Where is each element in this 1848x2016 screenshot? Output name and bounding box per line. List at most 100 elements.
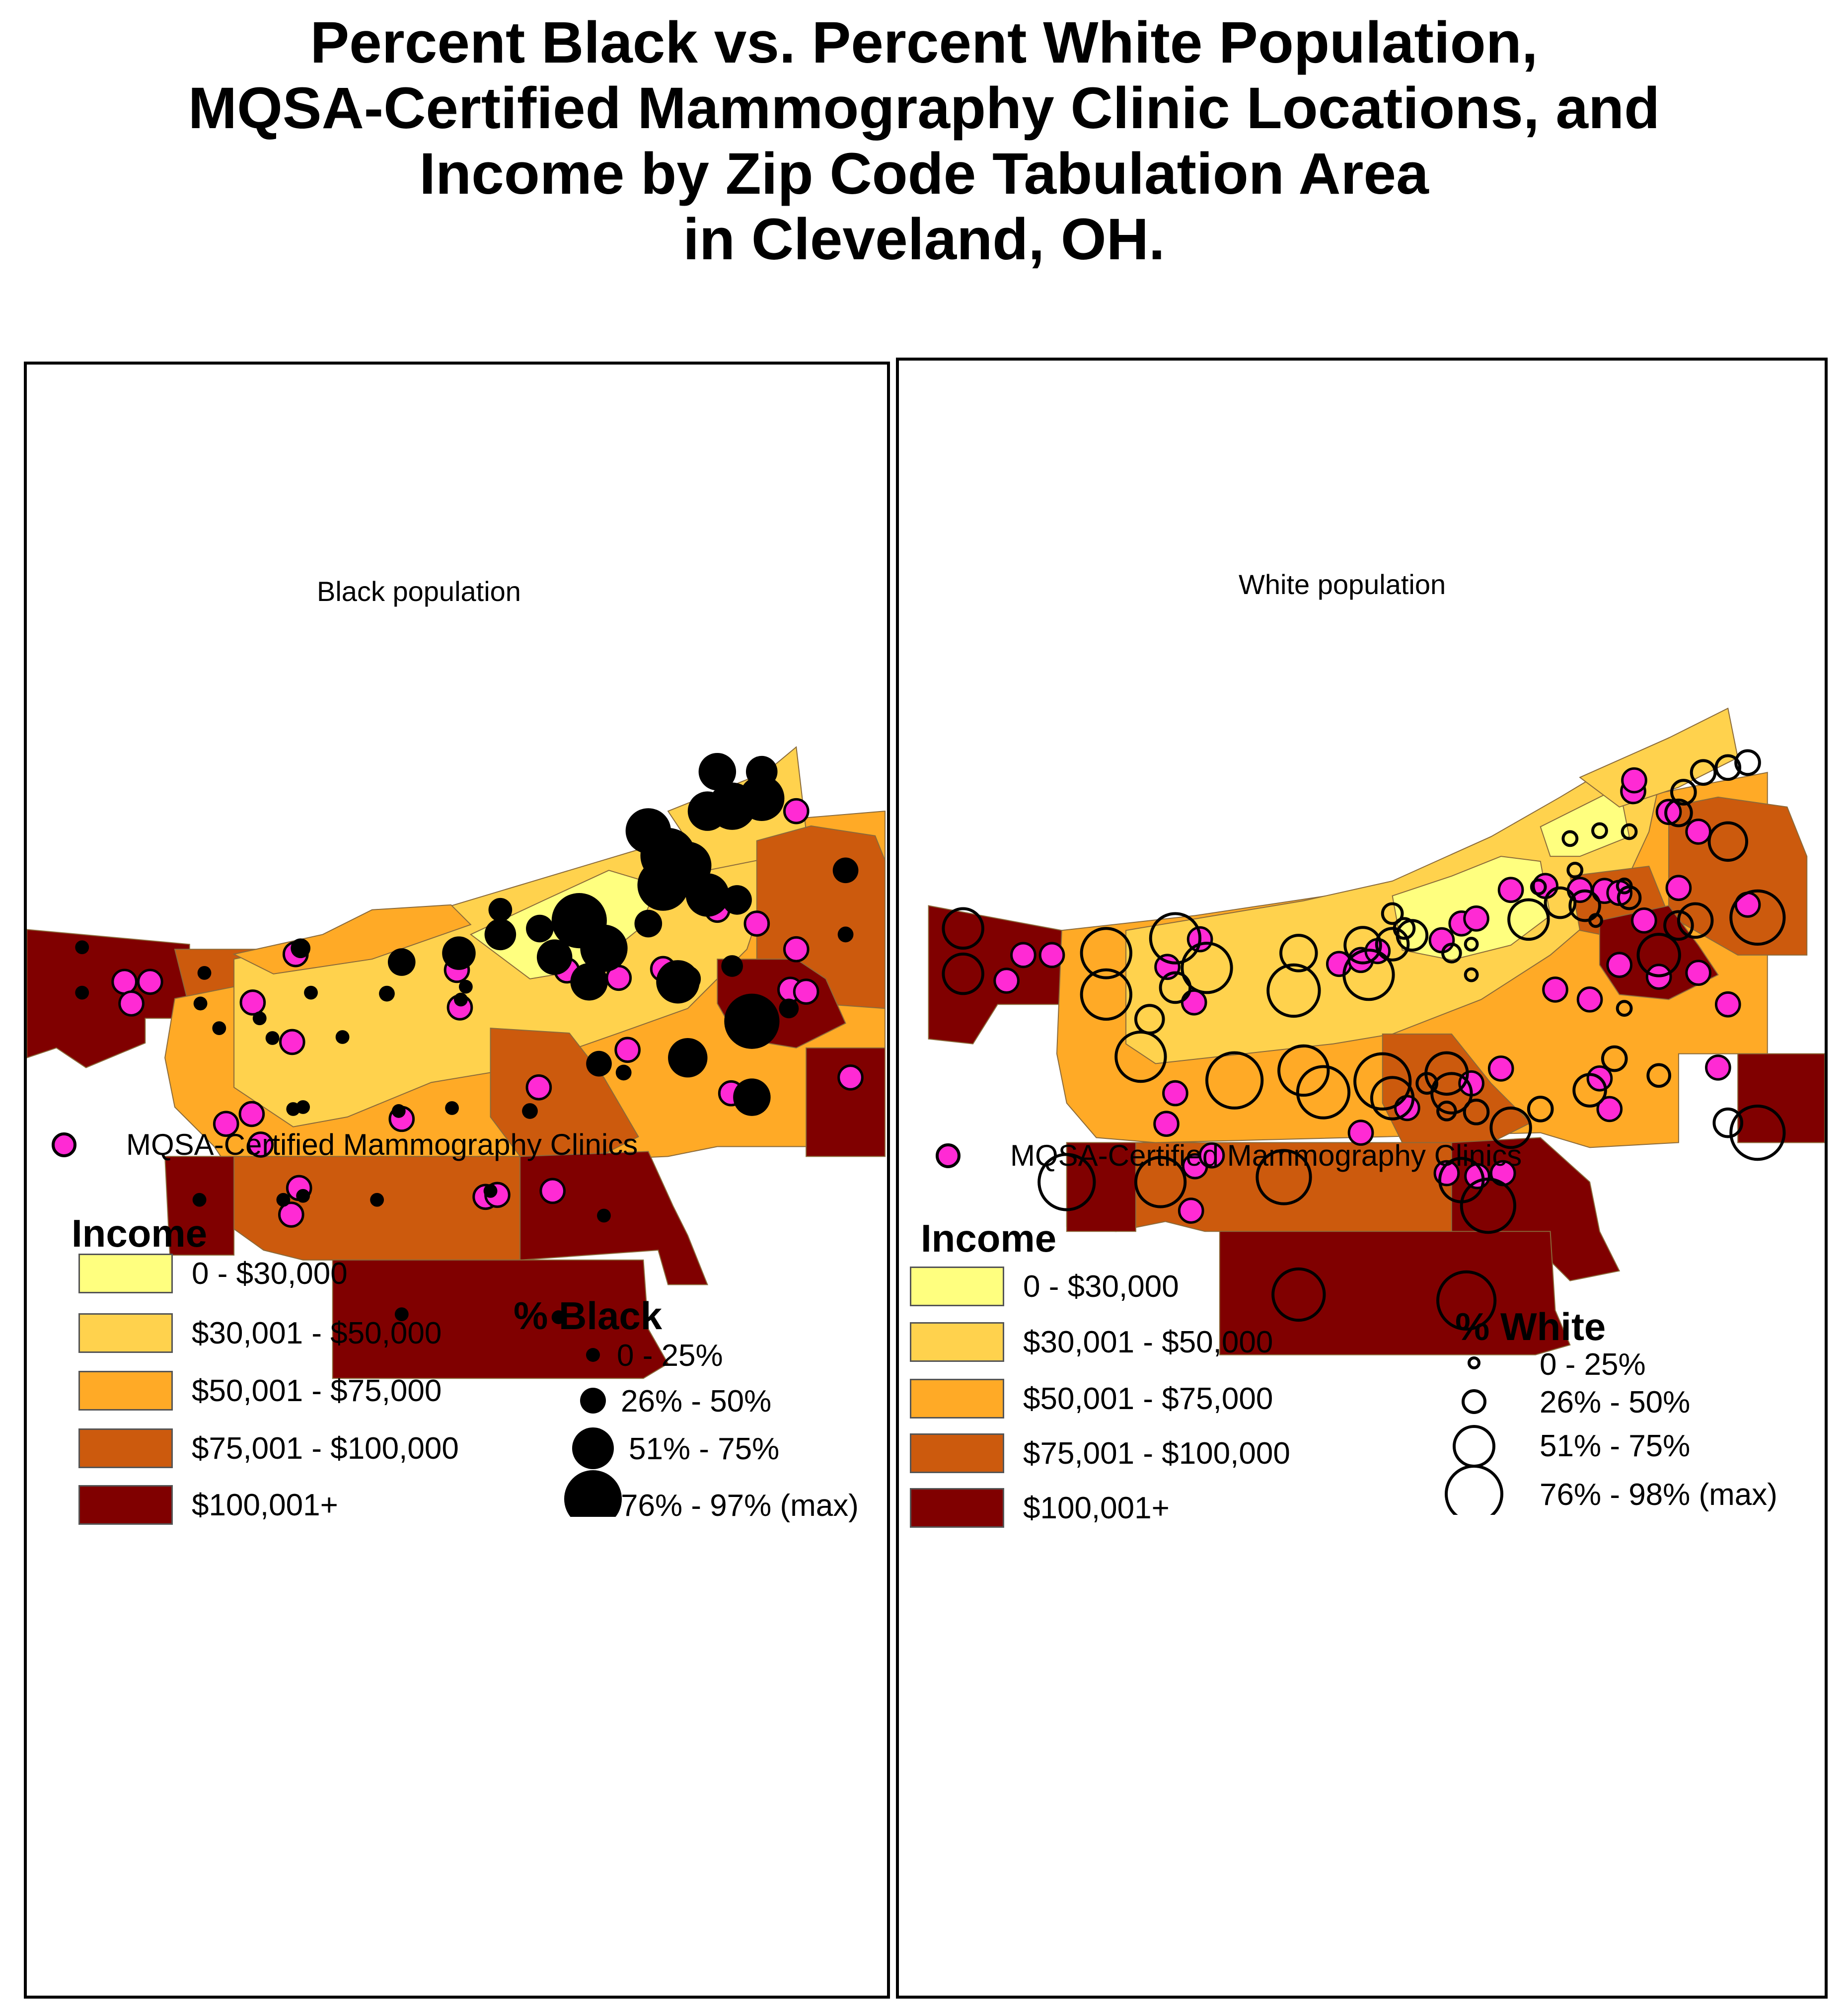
black-population-symbol bbox=[634, 909, 663, 938]
white-population-symbol bbox=[1707, 821, 1748, 862]
map-label: Black population bbox=[317, 576, 521, 607]
black-population-symbol bbox=[685, 873, 730, 917]
clinic-legend-label: MQSA-Certified Mammography Clinics bbox=[1010, 1139, 1522, 1172]
white-population-symbol bbox=[1616, 877, 1633, 895]
zcta-west-100k bbox=[27, 929, 190, 1068]
zcta-sw-100k bbox=[1066, 1142, 1136, 1232]
size-legend-label: 0 - 25% bbox=[1540, 1347, 1646, 1382]
clinic-marker bbox=[1181, 989, 1207, 1016]
black-population-symbol bbox=[745, 755, 778, 788]
black-population-symbol bbox=[304, 985, 318, 1000]
black-population-symbol bbox=[252, 1011, 267, 1026]
black-population-symbol bbox=[832, 857, 859, 884]
white-population-symbol bbox=[1729, 1104, 1786, 1161]
white-population-symbol bbox=[1617, 885, 1642, 910]
white-population-symbol bbox=[1343, 926, 1382, 965]
white-population-symbol bbox=[1690, 759, 1717, 786]
clinic-marker bbox=[1010, 942, 1036, 969]
clinic-marker bbox=[539, 1178, 566, 1204]
size-symbol-0-25 bbox=[586, 1348, 600, 1362]
title-line-3: Income by Zip Code Tabulation Area bbox=[419, 141, 1429, 207]
black-population-symbol bbox=[483, 1184, 498, 1198]
clinic-marker-icon bbox=[936, 1143, 961, 1168]
white-population-symbol bbox=[1296, 1065, 1351, 1120]
white-population-symbol bbox=[1646, 1063, 1671, 1088]
black-population-symbol bbox=[391, 1104, 406, 1118]
clinic-marker bbox=[1714, 991, 1741, 1018]
zcta-se-100k bbox=[1737, 1053, 1825, 1143]
swatch-0-30k bbox=[78, 1254, 173, 1293]
black-population-symbol bbox=[722, 885, 752, 915]
clinic-marker bbox=[1685, 960, 1711, 986]
page-title: Percent Black vs. Percent White Populati… bbox=[0, 10, 1848, 272]
clinic-marker bbox=[1198, 1142, 1225, 1169]
size-symbol-76-97 bbox=[564, 1470, 622, 1517]
zcta-far-south-100k bbox=[332, 1259, 669, 1379]
white-population-symbol bbox=[1080, 927, 1132, 979]
zcta-south-75k bbox=[228, 1156, 521, 1261]
black-population-symbols bbox=[75, 752, 859, 1324]
white-population-symbols bbox=[942, 749, 1786, 1331]
white-population-symbol bbox=[1636, 933, 1681, 977]
black-population-symbol bbox=[615, 1064, 632, 1081]
size-symbol-0-25 bbox=[1468, 1356, 1480, 1369]
clinic-marker bbox=[1487, 1055, 1514, 1082]
black-population-symbol bbox=[212, 1021, 226, 1036]
white-population-symbol bbox=[1527, 1096, 1554, 1122]
white-population-symbol bbox=[1729, 889, 1786, 946]
black-population-symbol bbox=[570, 963, 608, 1001]
swatch-75-100k bbox=[910, 1433, 1004, 1473]
white-population-symbol bbox=[1670, 779, 1697, 806]
income-legend-row: $50,001 - $75,000 bbox=[78, 1371, 442, 1411]
title-line-2: MQSA-Certified Mammography Clinic Locati… bbox=[188, 75, 1660, 141]
income-legend-row: $50,001 - $75,000 bbox=[910, 1379, 1273, 1419]
size-legend-label: 0 - 25% bbox=[617, 1339, 723, 1373]
swatch-30-50k bbox=[78, 1313, 173, 1353]
clinic-marker bbox=[783, 936, 810, 963]
clinic-marker bbox=[1576, 986, 1603, 1013]
zcta-s-100k bbox=[519, 1151, 708, 1285]
size-symbol-26-50 bbox=[580, 1388, 606, 1414]
white-population-symbol bbox=[1677, 902, 1714, 939]
white-population-symbol bbox=[1561, 830, 1579, 847]
white-population-symbol bbox=[1463, 1099, 1490, 1125]
clinic-marker bbox=[279, 1029, 305, 1055]
clinic-marker bbox=[111, 969, 138, 995]
income-label: $75,001 - $100,000 bbox=[1023, 1436, 1290, 1471]
income-legend-row: $30,001 - $50,000 bbox=[910, 1322, 1273, 1362]
income-legend-row: $75,001 - $100,000 bbox=[78, 1428, 459, 1468]
white-population-symbol bbox=[1621, 823, 1638, 840]
black-population-symbol bbox=[394, 1307, 409, 1322]
zcta-central-75k bbox=[490, 1028, 639, 1157]
clinic-marker bbox=[1463, 905, 1489, 932]
black-population-symbol bbox=[668, 1038, 708, 1078]
swatch-100k-plus bbox=[78, 1485, 173, 1525]
clinic-marker bbox=[278, 1201, 304, 1228]
white-population-symbol bbox=[1080, 968, 1132, 1021]
black-population-symbol bbox=[724, 993, 780, 1049]
white-population-symbol bbox=[1353, 1052, 1412, 1111]
white-population-symbol bbox=[1277, 1044, 1330, 1097]
clinic-marker bbox=[793, 978, 819, 1005]
black-population-symbol bbox=[698, 752, 737, 791]
white-population-symbol bbox=[1159, 971, 1192, 1004]
black-population-symbol bbox=[75, 940, 89, 955]
clinic-marker bbox=[247, 1131, 274, 1158]
white-population-symbol bbox=[1507, 898, 1550, 941]
white-population-symbol bbox=[1256, 1149, 1312, 1205]
clinic-marker bbox=[1621, 767, 1647, 794]
white-population-symbol bbox=[1714, 754, 1742, 781]
swatch-0-30k bbox=[910, 1267, 1004, 1306]
income-label: $30,001 - $50,000 bbox=[192, 1316, 442, 1350]
size-legend-symbols bbox=[1445, 1356, 1503, 1515]
black-population-symbol bbox=[526, 914, 554, 943]
income-label: $100,001+ bbox=[192, 1488, 338, 1522]
white-population-symbol bbox=[1436, 1101, 1457, 1121]
black-population-symbol bbox=[522, 1103, 538, 1119]
black-population-symbol bbox=[656, 960, 700, 1004]
clinic-marker bbox=[1665, 875, 1692, 901]
black-population-symbol bbox=[779, 998, 799, 1019]
income-label: $100,001+ bbox=[1023, 1491, 1170, 1525]
clinic-marker bbox=[614, 1037, 641, 1063]
income-legend-row: 0 - $30,000 bbox=[910, 1267, 1179, 1306]
